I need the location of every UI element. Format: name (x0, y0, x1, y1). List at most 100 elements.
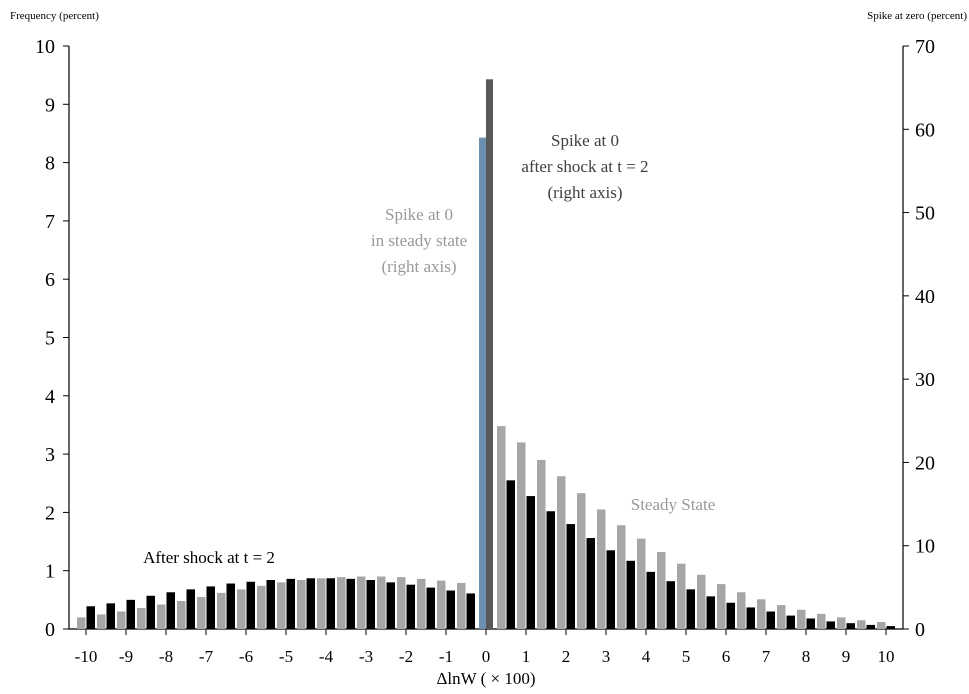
bar-steady (457, 582, 466, 629)
right-axis-title: Spike at zero (percent) (867, 10, 967, 22)
bar-shock (806, 618, 815, 629)
left-tick-label: 0 (45, 619, 55, 641)
right-tick-label: 20 (915, 452, 935, 474)
bar-shock (346, 578, 355, 629)
x-tick-label: -1 (439, 647, 453, 666)
right-tick-label: 10 (915, 536, 935, 558)
left-tick-label: 1 (45, 561, 55, 583)
right-tick-label: 30 (915, 369, 935, 391)
bar-steady (417, 578, 426, 629)
bar-shock (426, 587, 435, 629)
x-tick-label: -10 (75, 647, 98, 666)
annotation-spike-steady: in steady state (371, 231, 467, 250)
bar-shock (886, 626, 895, 629)
x-tick-label: -2 (399, 647, 413, 666)
bar-shock (586, 538, 595, 629)
bar-steady (857, 620, 866, 629)
bar-steady (877, 622, 886, 629)
bar-steady (357, 576, 366, 629)
x-tick-label: 2 (562, 647, 571, 666)
bar-steady (437, 580, 446, 629)
bar-shock (246, 581, 255, 629)
bar-shock (566, 524, 575, 629)
bar-steady (137, 608, 146, 629)
bar-shock (686, 589, 695, 629)
bar-steady (697, 574, 706, 629)
left-tick-label: 9 (45, 94, 55, 116)
bar-shock (266, 580, 275, 629)
bar-shock (766, 611, 775, 629)
right-tick-label: 70 (915, 36, 935, 58)
x-tick-label: 4 (642, 647, 651, 666)
annotation-spike-shock: after shock at t = 2 (521, 157, 648, 176)
bar-steady (797, 609, 806, 629)
bar-shock (406, 584, 415, 629)
bar-steady (177, 601, 186, 629)
bar-steady (257, 585, 266, 629)
x-tick-label: -8 (159, 647, 173, 666)
x-tick-label: -3 (359, 647, 373, 666)
spike-bar-steady (479, 137, 486, 629)
left-tick-label: 10 (35, 36, 55, 58)
bar-steady (757, 599, 766, 629)
spike-bar-shock (486, 79, 493, 630)
left-axis-title: Frequency (percent) (10, 10, 99, 22)
bar-steady (77, 617, 86, 629)
bar-shock (526, 496, 535, 629)
bar-shock (706, 596, 715, 629)
bar-shock (166, 592, 175, 629)
bar-shock (186, 589, 195, 629)
bar-steady (817, 613, 826, 629)
left-tick-label: 7 (45, 211, 55, 233)
bar-steady (717, 584, 726, 629)
bar-steady (317, 578, 326, 629)
bar-shock (86, 606, 95, 629)
bar-shock (506, 480, 515, 629)
annotation-spike-steady: Spike at 0 (385, 205, 453, 224)
annotation-after-shock: After shock at t = 2 (143, 548, 275, 567)
left-tick-label: 6 (45, 269, 55, 291)
x-tick-label: -6 (239, 647, 253, 666)
bar-steady (237, 589, 246, 629)
x-tick-label: 6 (722, 647, 731, 666)
bar-steady (737, 592, 746, 629)
x-tick-label: 5 (682, 647, 691, 666)
bar-shock (226, 583, 235, 629)
bar-steady (397, 577, 406, 629)
bar-shock (626, 560, 635, 629)
bar-shock (666, 581, 675, 629)
bar-shock (726, 602, 735, 629)
annotation-spike-steady: (right axis) (381, 257, 456, 276)
left-tick-label: 5 (45, 328, 55, 350)
bar-steady (777, 605, 786, 629)
x-axis-label: ΔlnW ( × 100) (436, 669, 535, 688)
bar-steady (197, 596, 206, 629)
bar-shock (206, 586, 215, 629)
x-tick-label: 10 (878, 647, 895, 666)
left-tick-label: 3 (45, 444, 55, 466)
bar-steady (577, 493, 586, 629)
right-tick-label: 40 (915, 286, 935, 308)
x-tick-label: 1 (522, 647, 531, 666)
right-tick-label: 60 (915, 119, 935, 141)
bar-steady (517, 442, 526, 629)
bar-steady (337, 577, 346, 629)
bar-steady (537, 459, 546, 629)
bar-steady (677, 563, 686, 629)
x-tick-label: 9 (842, 647, 851, 666)
bar-shock (866, 624, 875, 629)
bar-steady (117, 611, 126, 629)
right-tick-label: 50 (915, 203, 935, 225)
bar-steady (297, 580, 306, 629)
bar-steady (557, 476, 566, 629)
bar-shock (446, 590, 455, 629)
bar-shock (146, 595, 155, 629)
bar-steady (217, 592, 226, 629)
bar-shock (746, 607, 755, 629)
bar-shock (286, 578, 295, 629)
bar-steady (157, 604, 166, 629)
bar-shock (466, 593, 475, 629)
bar-shock (546, 511, 555, 629)
x-tick-label: -7 (199, 647, 214, 666)
